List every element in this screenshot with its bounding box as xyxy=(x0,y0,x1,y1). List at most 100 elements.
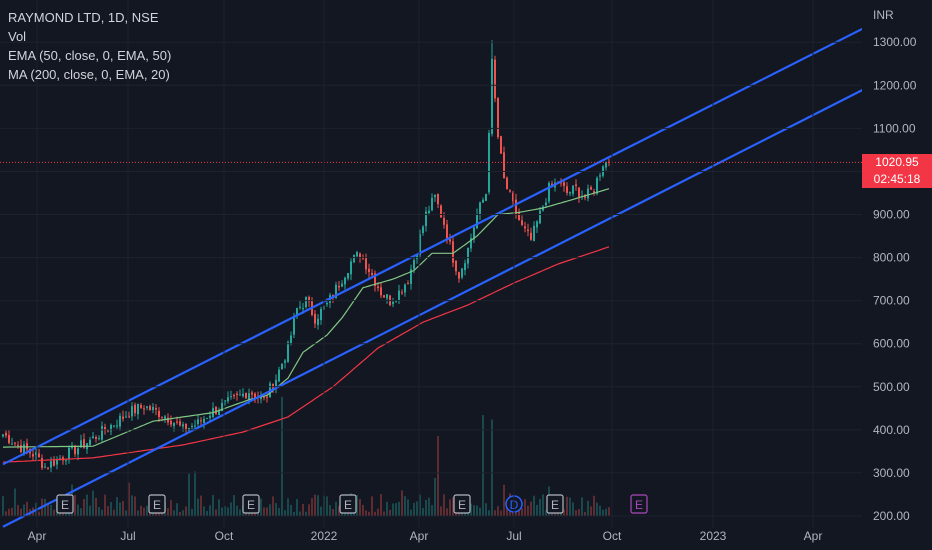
volume-bar xyxy=(449,499,451,516)
candle-body xyxy=(32,454,34,457)
volume-bar xyxy=(2,496,4,516)
candle-body xyxy=(338,285,340,288)
candle-body xyxy=(314,314,316,324)
volume-bar xyxy=(209,505,211,516)
candle-body xyxy=(206,418,208,420)
candle-body xyxy=(341,283,343,287)
candle-body xyxy=(77,448,79,455)
ema50-line xyxy=(3,188,610,448)
candle-body xyxy=(248,393,250,400)
volume-bar xyxy=(539,498,541,516)
candle-body xyxy=(221,402,223,412)
volume-bar xyxy=(500,510,502,516)
candle-body xyxy=(569,192,571,194)
volume-bar xyxy=(482,414,484,516)
volume-bar xyxy=(569,497,571,516)
volume-bar xyxy=(203,506,205,516)
candle-body xyxy=(566,186,568,193)
ma200-line xyxy=(2,246,610,463)
volume-bar xyxy=(128,482,130,516)
candle-body xyxy=(20,445,22,453)
candle-body xyxy=(521,220,523,225)
volume-bar xyxy=(524,499,526,516)
candle-body xyxy=(92,436,94,439)
candle-body xyxy=(278,369,280,382)
event-marker-label: E xyxy=(635,498,643,512)
candle-body xyxy=(371,272,373,275)
candle-body xyxy=(461,268,463,278)
y-tick-label: 700.00 xyxy=(873,294,910,308)
volume-bar xyxy=(233,495,235,516)
candle-body xyxy=(185,423,187,431)
legend-volume[interactable]: Vol xyxy=(8,29,27,44)
earnings-marker-shape xyxy=(148,494,166,514)
candle-body xyxy=(500,136,502,154)
volume-bar xyxy=(296,498,298,516)
candle-body xyxy=(425,211,427,227)
volume-bar xyxy=(374,511,376,516)
volume-bar xyxy=(185,506,187,516)
volume-bar xyxy=(413,502,415,516)
event-marker[interactable]: E xyxy=(56,494,74,514)
volume-bar xyxy=(395,503,397,516)
candle-body xyxy=(449,239,451,242)
event-marker[interactable]: E xyxy=(148,494,166,514)
volume-bar xyxy=(380,494,382,516)
event-marker[interactable]: E xyxy=(453,494,471,514)
candle-body xyxy=(101,426,103,440)
candle-body xyxy=(383,295,385,298)
chart-legend: RAYMOND LTD, 1D, NSE Vol EMA (50, close,… xyxy=(8,8,171,84)
candle-body xyxy=(137,404,139,415)
event-marker[interactable]: E xyxy=(630,494,648,514)
candle-body xyxy=(560,182,562,184)
volume-bar xyxy=(491,419,493,516)
candle-body xyxy=(191,426,193,428)
candle-body xyxy=(23,444,25,454)
candle-body xyxy=(326,303,328,305)
candle-body xyxy=(365,257,367,270)
volume-bar xyxy=(305,511,307,516)
candle-body xyxy=(200,420,202,422)
legend-ma[interactable]: MA (200, close, 0, EMA, 20) xyxy=(8,67,170,82)
candle-body xyxy=(572,185,574,194)
candle-body xyxy=(458,272,460,279)
legend-ema[interactable]: EMA (50, close, 0, EMA, 50) xyxy=(8,48,172,63)
volume-bar xyxy=(581,497,583,516)
volume-bar xyxy=(176,503,178,516)
volume-bar xyxy=(77,504,79,516)
volume-bar xyxy=(356,494,358,516)
y-tick-label: 1100.00 xyxy=(873,121,916,135)
event-marker-label: E xyxy=(551,498,559,512)
volume-bar xyxy=(230,502,232,516)
candle-body xyxy=(473,227,475,240)
x-tick-label: 2022 xyxy=(311,529,338,543)
candle-body xyxy=(44,466,46,468)
candle-body xyxy=(404,284,406,293)
volume-bar xyxy=(377,508,379,516)
candle-body xyxy=(143,408,145,410)
volume-bar xyxy=(188,473,190,516)
event-marker[interactable]: E xyxy=(242,494,260,514)
candle-body xyxy=(356,252,358,257)
volume-bar xyxy=(371,496,373,516)
volume-bar xyxy=(587,500,589,516)
volume-bar xyxy=(320,506,322,516)
event-marker[interactable]: E xyxy=(546,494,564,514)
candle-body xyxy=(410,269,412,284)
candle-body xyxy=(215,406,217,414)
volume-bar xyxy=(497,506,499,516)
volume-bar xyxy=(122,501,124,516)
candle-body xyxy=(41,457,43,468)
candle-body xyxy=(95,437,97,439)
volume-bar xyxy=(608,507,610,516)
candle-body xyxy=(413,260,415,269)
candle-body xyxy=(140,405,142,408)
channel-lower-line xyxy=(2,83,874,528)
indicator-lines xyxy=(0,22,874,528)
legend-symbol[interactable]: RAYMOND LTD, 1D, NSE xyxy=(8,10,159,25)
candle-body xyxy=(119,415,121,427)
candle-body xyxy=(530,232,532,240)
event-marker[interactable]: E xyxy=(339,494,357,514)
candle-body xyxy=(446,224,448,240)
